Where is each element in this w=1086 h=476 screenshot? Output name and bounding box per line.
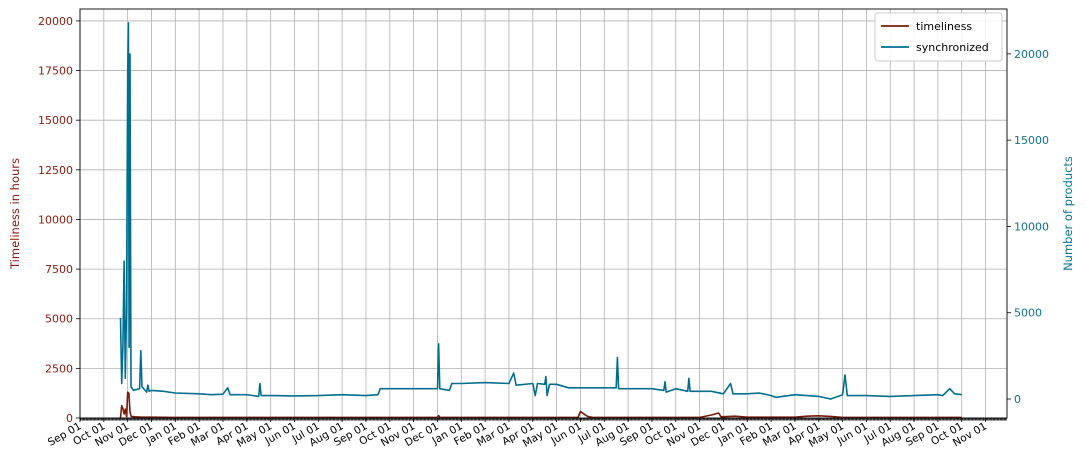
y-left-tick-label: 0 bbox=[66, 412, 73, 425]
legend: timeliness synchronized bbox=[874, 12, 1003, 62]
plot-background bbox=[80, 9, 1007, 418]
grid-layer bbox=[79, 9, 1007, 419]
y-left-tick-label: 20000 bbox=[38, 15, 73, 28]
y-right-tick-label: 0 bbox=[1014, 393, 1021, 406]
series-layer bbox=[119, 22, 962, 418]
y-left-tick-label: 15000 bbox=[38, 114, 73, 127]
y-left-tick-label: 5000 bbox=[45, 313, 73, 326]
y-left-tick-label: 2500 bbox=[45, 362, 73, 375]
legend-entry-timeliness: timeliness bbox=[916, 20, 972, 33]
y-right-tick-label: 15000 bbox=[1014, 134, 1049, 147]
y-left-tick-label: 10000 bbox=[38, 213, 73, 226]
y-right-tick-label: 10000 bbox=[1014, 220, 1049, 233]
y-left-tick-label: 12500 bbox=[38, 164, 73, 177]
legend-entry-synchronized: synchronized bbox=[916, 41, 989, 54]
y-left-tick-label: 7500 bbox=[45, 263, 73, 276]
legend-box bbox=[874, 12, 1003, 62]
y-axis-right-label: Number of products bbox=[1061, 156, 1075, 271]
series-line-synchronized bbox=[119, 22, 962, 400]
y-right-tick-label: 5000 bbox=[1014, 307, 1042, 320]
plot-frame bbox=[79, 8, 1008, 419]
y-axis-left-label: Timeliness in hours bbox=[8, 158, 22, 270]
y-right-tick-label: 20000 bbox=[1014, 48, 1049, 61]
series-line-timeliness bbox=[119, 391, 962, 418]
y-left-tick-label: 17500 bbox=[38, 65, 73, 78]
